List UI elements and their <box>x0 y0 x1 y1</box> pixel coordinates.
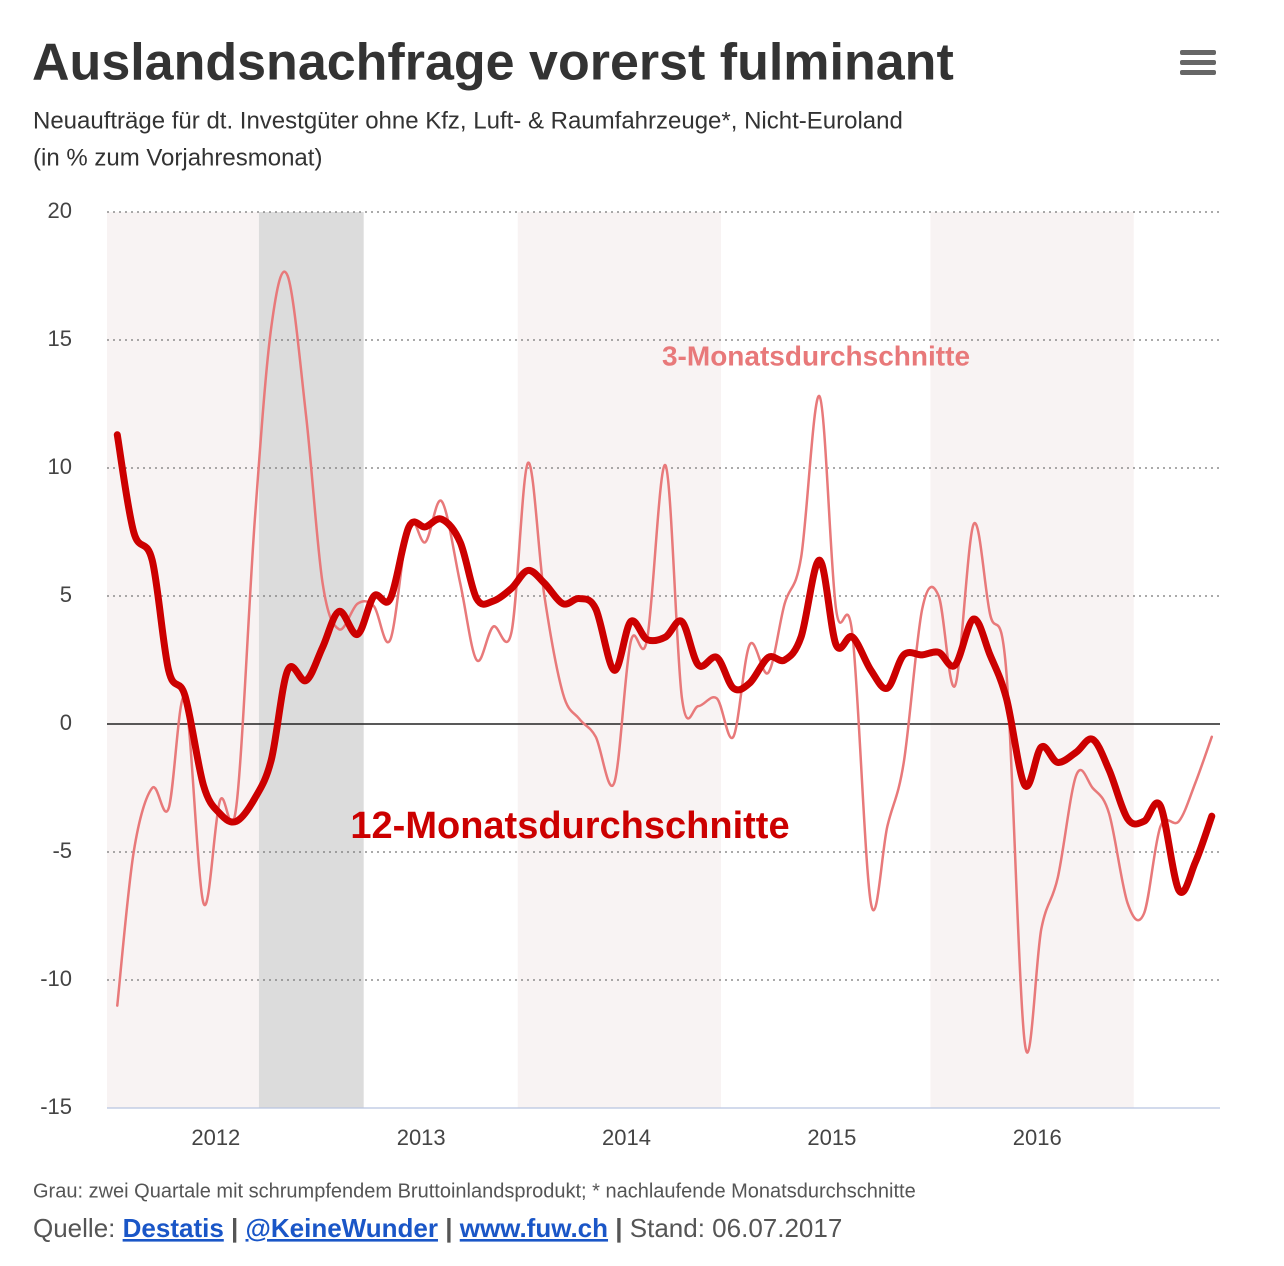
separator: | <box>445 1213 452 1243</box>
separator: | <box>231 1213 238 1243</box>
series-label: 3-Monatsdurchschnitte <box>662 340 970 371</box>
subtitle: Neuaufträge für dt. Investgüter ohne Kfz… <box>33 107 903 134</box>
source-link[interactable]: www.fuw.ch <box>459 1213 608 1243</box>
plot-band <box>258 212 364 1108</box>
source-label: Quelle: <box>33 1213 115 1243</box>
x-tick-label: 2013 <box>397 1125 446 1150</box>
x-tick-label: 2015 <box>807 1125 856 1150</box>
y-tick-label: 0 <box>60 710 72 735</box>
plot-band <box>107 212 259 1108</box>
y-tick-label: -10 <box>40 966 72 991</box>
plot-area: -15 -10 -5 0 5 10 15 20 2012 2013 2014 2015 2016 3-Mo… <box>40 198 1220 1150</box>
series-line <box>113 431 1216 896</box>
plot-band <box>930 212 1134 1108</box>
y-tick-label: -5 <box>52 838 72 863</box>
y-tick-label: 10 <box>48 454 72 479</box>
menu-bar <box>1180 70 1216 75</box>
menu-bar <box>1180 60 1216 65</box>
source-link[interactable]: @KeineWunder <box>246 1213 438 1243</box>
x-tick-label: 2016 <box>1013 1125 1062 1150</box>
subtitle: (in % zum Vorjahresmonat) <box>33 144 322 171</box>
y-tick-label: 5 <box>60 582 72 607</box>
chart-title: Auslandsnachfrage vorerst fulminant <box>32 34 954 92</box>
y-tick-label: 20 <box>48 198 72 223</box>
series-label: 12-Monatsdurchschnitte <box>350 805 789 847</box>
source-line: Quelle: Destatis | @KeineWunder | www.fu… <box>33 1213 842 1243</box>
separator: | <box>615 1213 622 1243</box>
menu-button[interactable] <box>1180 50 1216 75</box>
series-line <box>116 270 1214 1054</box>
source-link[interactable]: Destatis <box>123 1213 224 1243</box>
y-tick-label: -15 <box>40 1094 72 1119</box>
stand-date: Stand: 06.07.2017 <box>630 1213 843 1243</box>
menu-bar <box>1180 50 1216 55</box>
x-tick-label: 2014 <box>602 1125 651 1150</box>
footnote: Grau: zwei Quartale mit schrumpfendem Br… <box>33 1180 916 1202</box>
y-tick-label: 15 <box>48 326 72 351</box>
x-tick-label: 2012 <box>191 1125 240 1150</box>
